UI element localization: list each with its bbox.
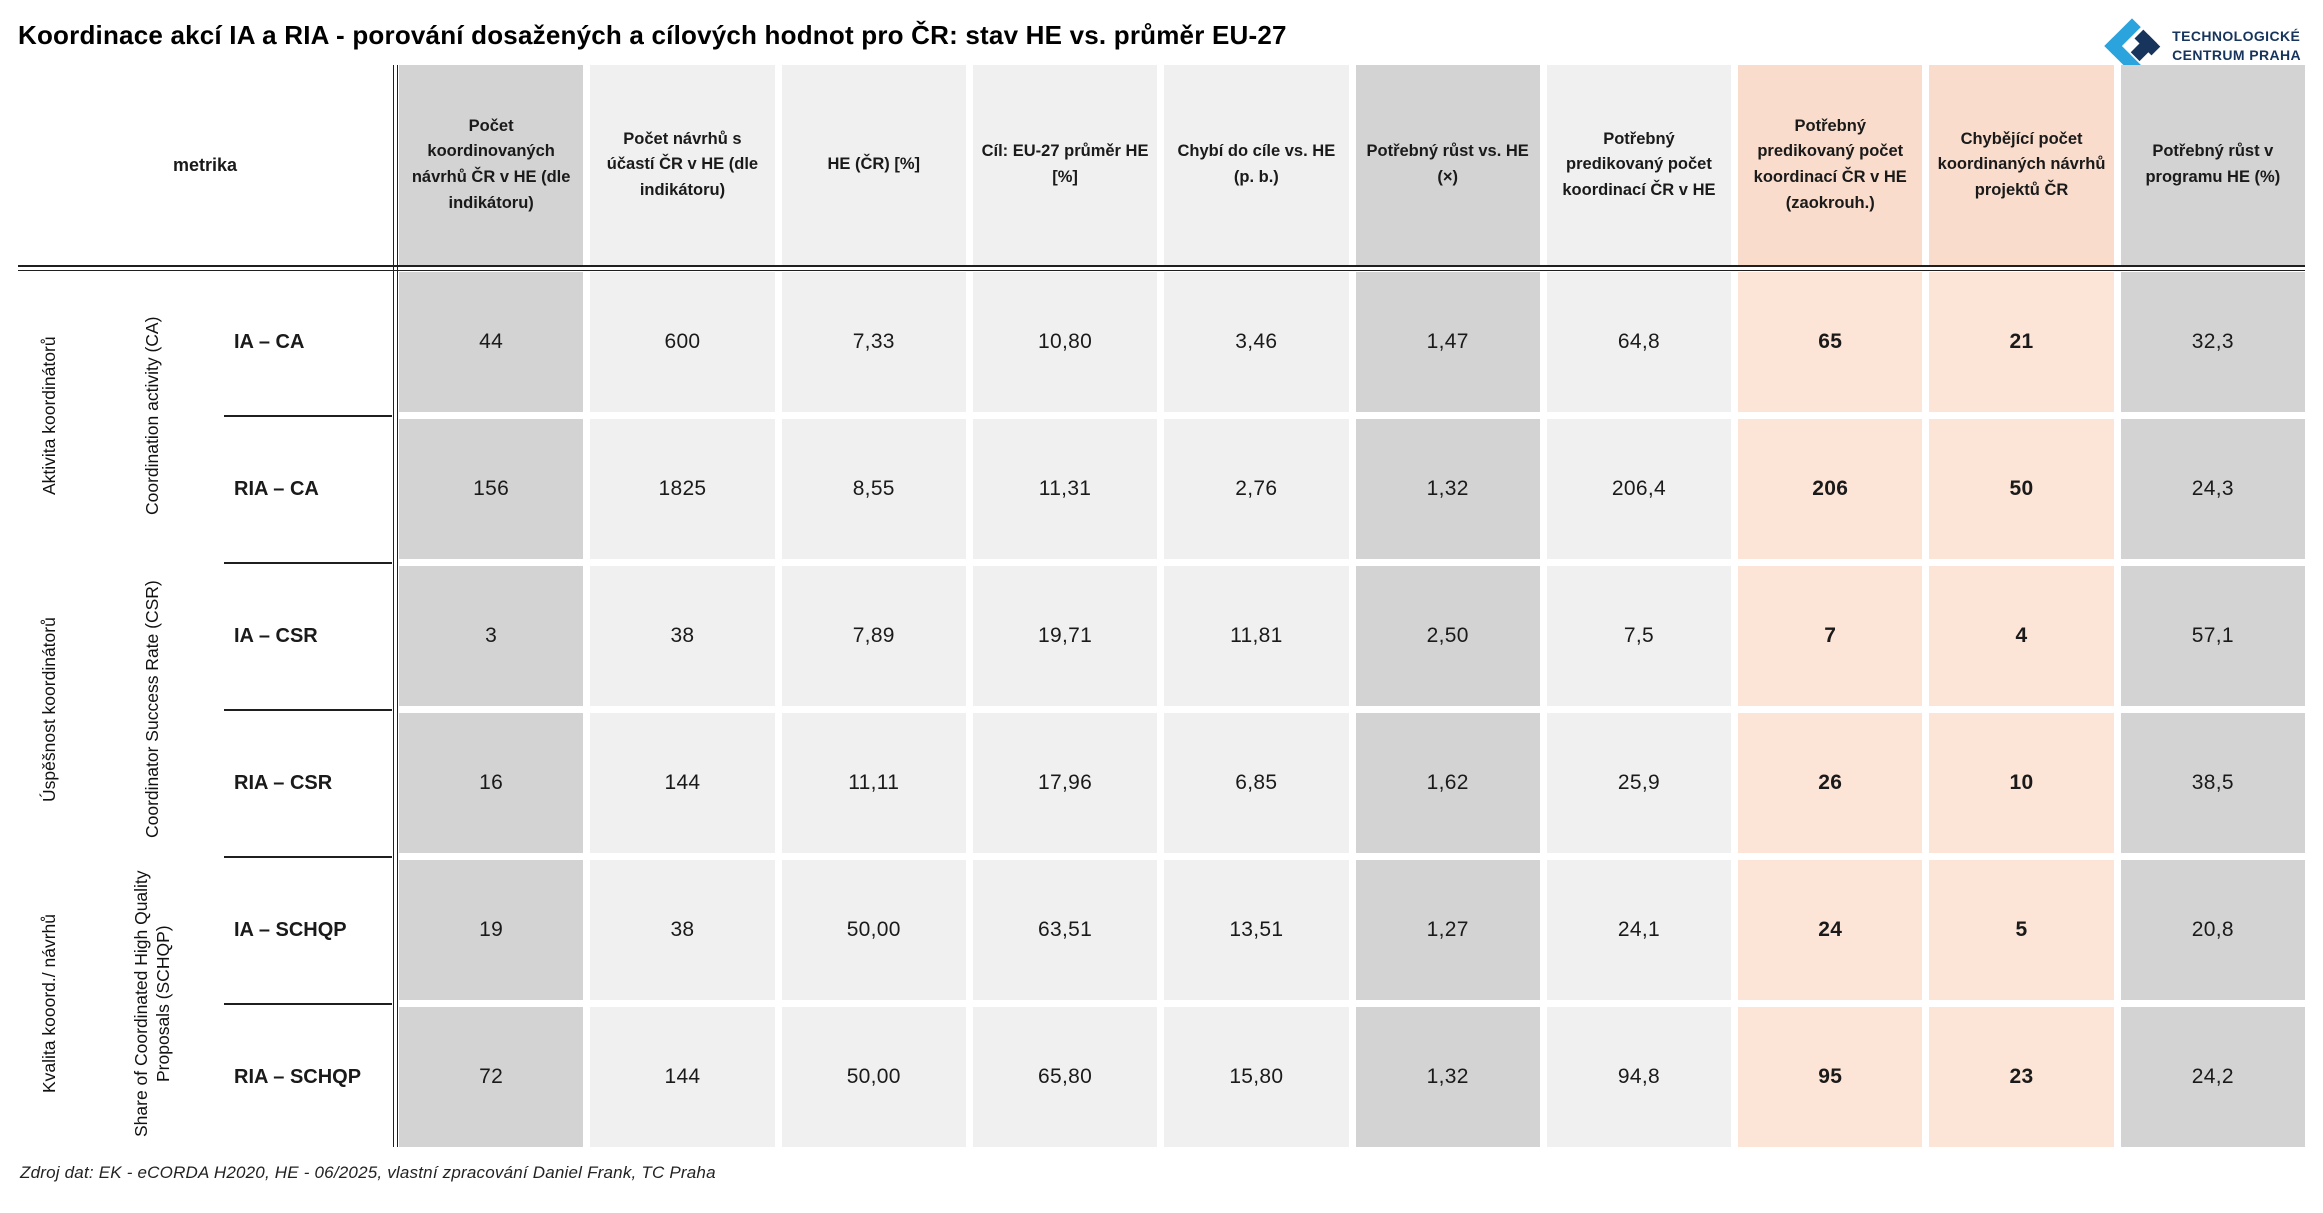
table-cell: 16 [399, 713, 584, 853]
table-cell: 11,81 [1164, 566, 1349, 706]
group-label-en: Coordination activity (CA) [142, 316, 163, 515]
table-cell: 156 [399, 419, 584, 559]
table-cell: 3 [399, 566, 584, 706]
table-cell: 38,5 [2120, 713, 2305, 853]
table-cell: 65 [1738, 272, 1923, 412]
row-separator-line [224, 415, 392, 417]
source-note: Zdroj dat: EK - eCORDA H2020, HE - 06/20… [20, 1163, 716, 1182]
table-cell: 50,00 [781, 1007, 966, 1147]
group-label-en: Share of Coordinated High Quality Propos… [131, 870, 173, 1137]
table-cell: 4 [1929, 566, 2114, 706]
row-label: IA – CA [224, 272, 392, 412]
table-cell: 50 [1929, 419, 2114, 559]
table-cell: 38 [590, 860, 775, 1000]
group-label-cz: Aktivita koordinátorů [39, 336, 60, 495]
table-cell: 1,32 [1355, 419, 1540, 559]
column-header-predicted-coordinations: Potřebný predikovaný počet koordinací ČR… [1546, 65, 1732, 265]
table-cell: 13,51 [1164, 860, 1349, 1000]
table-cell: 6,85 [1164, 713, 1349, 853]
metric-column-header: metrika [18, 65, 392, 265]
table-cell: 38 [590, 566, 775, 706]
table-cell: 144 [590, 713, 775, 853]
page-title: Koordinace akcí IA a RIA - porování dosa… [18, 20, 1287, 50]
table-cell: 144 [590, 1007, 775, 1147]
row-label: RIA – CSR [224, 713, 392, 853]
table-cell: 2,76 [1164, 419, 1349, 559]
table-cell: 11,31 [972, 419, 1158, 559]
table-cell: 3,46 [1164, 272, 1349, 412]
table-cell: 25,9 [1546, 713, 1732, 853]
row-separator-line [224, 709, 392, 711]
table-cell: 7 [1738, 566, 1923, 706]
table-cell: 17,96 [972, 713, 1158, 853]
table-cell: 2,50 [1355, 566, 1540, 706]
row-label: RIA – CA [224, 419, 392, 559]
tc-logo-text: TECHNOLOGICKÉ CENTRUM PRAHA [2172, 27, 2301, 65]
table-cell: 10,80 [972, 272, 1158, 412]
table-cell: 24 [1738, 860, 1923, 1000]
table-cell: 1,27 [1355, 860, 1540, 1000]
row-label: IA – SCHQP [224, 860, 392, 1000]
table-cell: 65,80 [972, 1007, 1158, 1147]
row-separator-line [224, 856, 392, 858]
table-cell: 7,33 [781, 272, 966, 412]
table-cell: 7,89 [781, 566, 966, 706]
column-header-he-cr-pct: HE (ČR) [%] [781, 65, 966, 265]
table-cell: 95 [1738, 1007, 1923, 1147]
row-separator-line [224, 1003, 392, 1005]
group-label-cz: Úspěšnost koordinátorů [39, 617, 60, 802]
table-cell: 32,3 [2120, 272, 2305, 412]
tc-logo-mark [2104, 18, 2161, 74]
table-cell: 19 [399, 860, 584, 1000]
table-cell: 72 [399, 1007, 584, 1147]
group-label-cz: Kvalita kooord./ návrhů [39, 914, 60, 1093]
table-grid: metrika Počet koordinovaných návrhů ČR v… [18, 65, 2305, 1147]
logo-text-line1: TECHNOLOGICKÉ [2172, 28, 2301, 45]
column-header-required-growth-x: Potřebný růst vs. HE (×) [1355, 65, 1540, 265]
table-cell: 24,3 [2120, 419, 2305, 559]
table-cell: 1,47 [1355, 272, 1540, 412]
row-label: RIA – SCHQP [224, 1007, 392, 1147]
table-cell: 23 [1929, 1007, 2114, 1147]
column-header-coordinated-proposals: Počet koordinovaných návrhů ČR v HE (dle… [399, 65, 584, 265]
table-cell: 24,2 [2120, 1007, 2305, 1147]
table-cell: 64,8 [1546, 272, 1732, 412]
table-cell: 26 [1738, 713, 1923, 853]
table-cell: 11,11 [781, 713, 966, 853]
table-cell: 94,8 [1546, 1007, 1732, 1147]
table-cell: 7,5 [1546, 566, 1732, 706]
table-cell: 10 [1929, 713, 2114, 853]
table-cell: 21 [1929, 272, 2114, 412]
column-header-required-growth-pct: Potřebný růst v programu HE (%) [2120, 65, 2305, 265]
header-divider-line [18, 265, 2305, 271]
table-cell: 50,00 [781, 860, 966, 1000]
table-cell: 8,55 [781, 419, 966, 559]
comparison-table: Aktivita koordinátorů Coordination activ… [18, 65, 2305, 1147]
column-header-target-eu27: Cíl: EU-27 průměr HE [%] [972, 65, 1158, 265]
column-header-predicted-coordinations-rounded: Potřebný predikovaný počet koordinací ČR… [1738, 65, 1923, 265]
table-cell: 57,1 [2120, 566, 2305, 706]
column-header-participation-proposals: Počet návrhů s účastí ČR v HE (dle indik… [590, 65, 775, 265]
table-cell: 5 [1929, 860, 2114, 1000]
table-cell: 206,4 [1546, 419, 1732, 559]
group-label-en: Coordinator Success Rate (CSR) [142, 580, 163, 839]
table-cell: 20,8 [2120, 860, 2305, 1000]
table-cell: 1825 [590, 419, 775, 559]
table-cell: 44 [399, 272, 584, 412]
label-divider-line [393, 65, 398, 1147]
column-header-gap-to-target: Chybí do cíle vs. HE (p. b.) [1164, 65, 1349, 265]
table-cell: 1,62 [1355, 713, 1540, 853]
tc-logo: TECHNOLOGICKÉ CENTRUM PRAHA [2100, 14, 2301, 78]
table-cell: 15,80 [1164, 1007, 1349, 1147]
table-cell: 1,32 [1355, 1007, 1540, 1147]
logo-text-line2: CENTRUM PRAHA [2172, 47, 2301, 63]
table-cell: 206 [1738, 419, 1923, 559]
table-cell: 24,1 [1546, 860, 1732, 1000]
row-separator-line [224, 562, 392, 564]
row-label: IA – CSR [224, 566, 392, 706]
table-cell: 19,71 [972, 566, 1158, 706]
column-header-missing-proposals: Chybějící počet koordinaných návrhů proj… [1929, 65, 2114, 265]
table-cell: 63,51 [972, 860, 1158, 1000]
table-cell: 600 [590, 272, 775, 412]
